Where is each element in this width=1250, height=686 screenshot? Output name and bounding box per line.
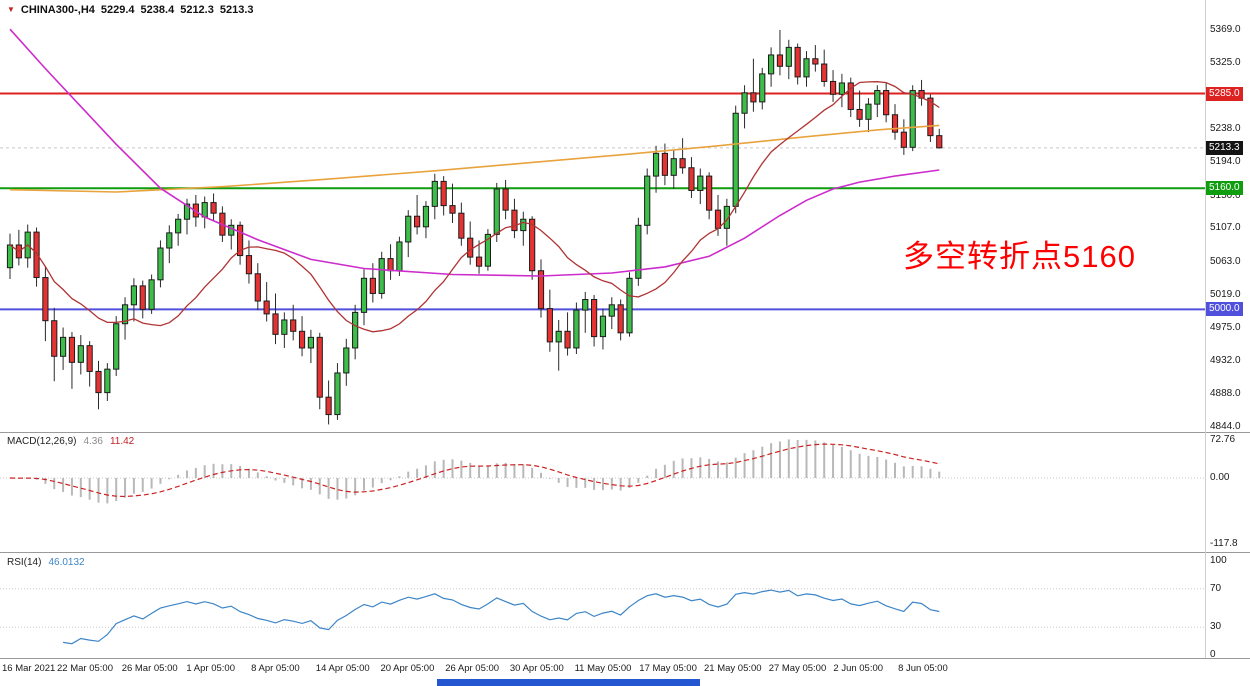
macd-histogram: [17, 439, 941, 504]
rsi-name: RSI(14): [7, 557, 42, 568]
ma-orange-line: [9, 124, 940, 193]
macd-indicator-label: MACD(12,26,9) 4.36 11.42: [7, 436, 134, 447]
ma-magenta-line: [9, 28, 940, 277]
ma-darkred-line: [9, 81, 940, 333]
candlestick-series: [6, 29, 943, 425]
macd-value-2: 11.42: [109, 436, 135, 447]
bottom-blue-bar: [437, 679, 700, 686]
macd-signal-line: [9, 443, 940, 498]
low-value: 5212.3: [180, 4, 214, 16]
rsi-indicator-label: RSI(14) 46.0132: [7, 557, 85, 568]
macd-name: MACD(12,26,9): [7, 436, 77, 447]
open-value: 5229.4: [100, 4, 135, 16]
symbol-marker-icon: ▼: [7, 5, 15, 14]
trend-annotation-text: 多空转折点5160: [903, 239, 1136, 274]
symbol-info: ▼ CHINA300-,H4 5229.4 5238.4 5212.3 5213…: [7, 4, 254, 16]
rsi-value: 46.0132: [48, 557, 85, 568]
macd-value-1: 4.36: [83, 436, 103, 447]
symbol-name: CHINA300-,H4: [20, 4, 95, 16]
rsi-line: [63, 589, 940, 645]
close-value: 5213.3: [219, 4, 254, 16]
high-value: 5238.4: [140, 4, 175, 16]
